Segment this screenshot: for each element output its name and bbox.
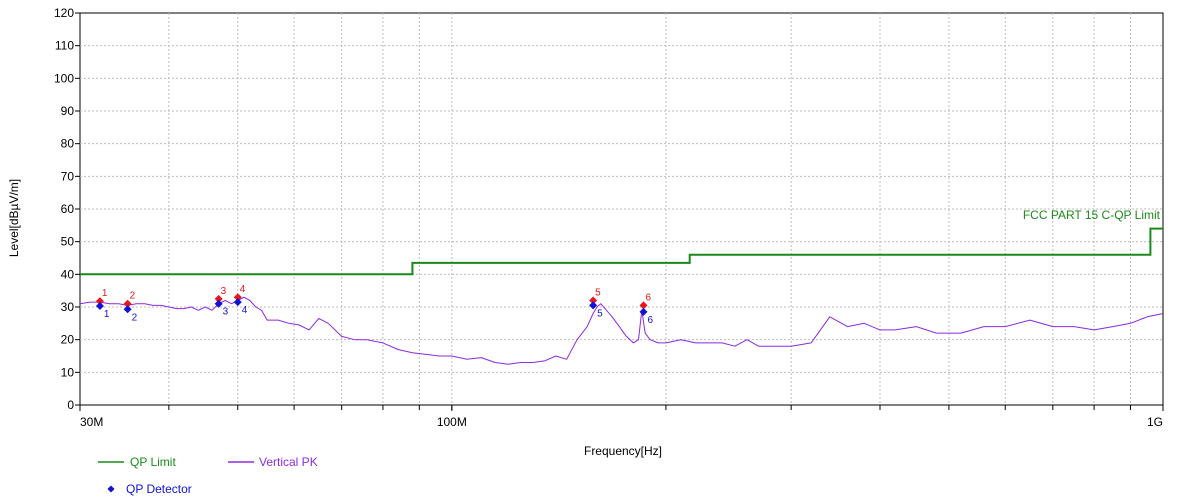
qp-marker-label-1: 1	[104, 309, 110, 320]
x-tick-label: 1G	[1147, 415, 1163, 429]
qp-marker-3	[214, 299, 223, 308]
y-tick-label: 60	[61, 202, 75, 216]
peak-marker-1	[95, 297, 104, 306]
y-axis-label: Level[dBµV/m]	[7, 179, 21, 257]
y-tick-label: 10	[61, 365, 75, 379]
peak-marker-label-4: 4	[240, 284, 246, 295]
x-tick-label: 30M	[80, 415, 103, 429]
qp-marker-label-3: 3	[223, 307, 229, 318]
qp-limit-path	[80, 227, 1163, 276]
grid	[80, 13, 1163, 405]
legend-item-qp-detector: QP Detector	[107, 482, 192, 496]
y-tick-label: 100	[54, 71, 74, 85]
peak-marker-label-5: 5	[595, 287, 601, 298]
y-tick-label: 70	[61, 169, 75, 183]
peak-marker-label-1: 1	[102, 288, 108, 299]
legend-item-qp-limit: QP Limit	[98, 455, 176, 469]
y-tick-label: 110	[55, 39, 74, 53]
peak-marker-label-2: 2	[130, 291, 136, 302]
legend: QP Limit Vertical PK QP Detector	[98, 455, 318, 496]
peak-marker-6	[639, 301, 648, 310]
legend-label-qp-detector: QP Detector	[126, 482, 192, 496]
peak-marker-label-3: 3	[221, 286, 227, 297]
markers: 1 1 2 2 3 3 4 4 5 5 6 6	[95, 284, 654, 326]
x-axis-label: Frequency[Hz]	[584, 444, 662, 458]
vertical-pk-path	[79, 296, 1164, 365]
y-tick-label: 50	[61, 235, 75, 249]
y-tick-label: 80	[61, 137, 75, 151]
qp-marker-label-5: 5	[597, 308, 603, 319]
y-tick-label: 20	[61, 333, 75, 347]
peak-marker-3	[214, 294, 223, 303]
peak-marker-4	[233, 293, 242, 302]
legend-swatch-qp-detector	[107, 485, 115, 493]
legend-label-vertical-pk: Vertical PK	[259, 455, 318, 469]
qp-marker-5	[589, 301, 598, 310]
qp-marker-label-4: 4	[242, 305, 248, 316]
limit-annotation: FCC PART 15 C-QP Limit	[1023, 208, 1161, 222]
y-tick-label: 30	[61, 300, 75, 314]
qp-marker-label-6: 6	[648, 315, 654, 326]
peak-marker-2	[123, 299, 132, 308]
y-tick-label: 90	[61, 104, 75, 118]
y-tick-label: 40	[61, 267, 75, 281]
peak-marker-5	[589, 296, 598, 305]
legend-label-qp-limit: QP Limit	[130, 455, 176, 469]
y-tick-label: 0	[67, 398, 74, 412]
y-tick-label: 120	[54, 6, 74, 20]
qp-marker-2	[123, 305, 132, 314]
legend-item-vertical-pk: Vertical PK	[228, 455, 318, 469]
qp-marker-1	[95, 302, 104, 311]
vertical-pk-trace	[79, 296, 1164, 365]
x-tick-label: 100M	[437, 415, 467, 429]
qp-marker-label-2: 2	[132, 312, 138, 323]
qp-limit-line	[80, 227, 1163, 276]
axes: 0 10 20 30 40 50 60 70 80 90 100 110 120 30M 100M 1G	[54, 6, 1164, 429]
qp-marker-4	[233, 298, 242, 307]
peak-marker-label-6: 6	[646, 292, 652, 303]
qp-marker-6	[639, 307, 648, 316]
